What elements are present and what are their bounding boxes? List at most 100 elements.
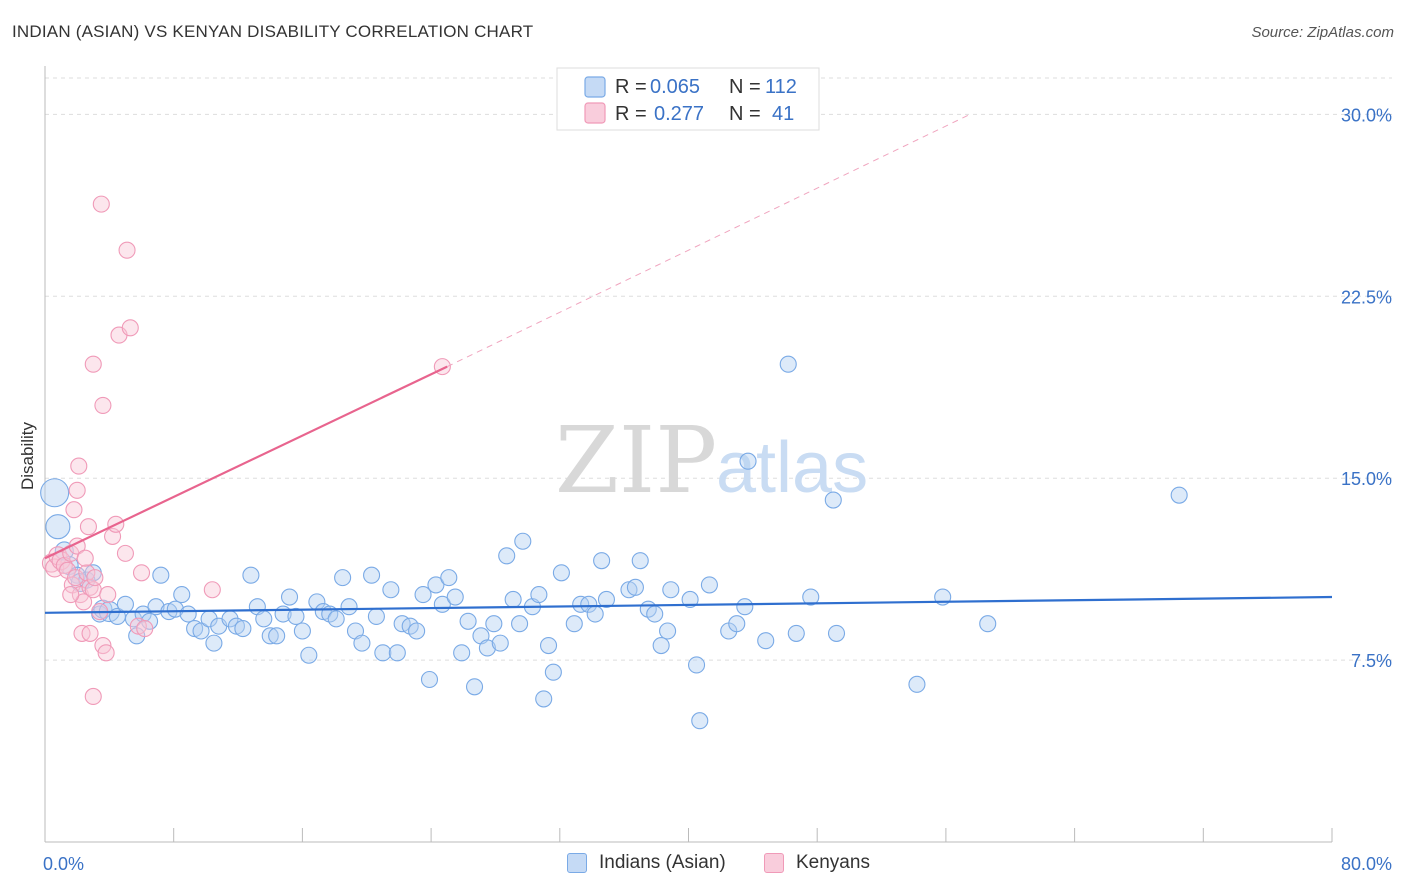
- trend-line-indians: [44, 595, 1333, 614]
- data-point: [646, 605, 664, 623]
- data-point: [827, 624, 846, 642]
- data-point: [687, 656, 706, 674]
- stats-n-value-1: 112: [765, 76, 797, 98]
- data-point: [192, 622, 210, 640]
- data-point: [478, 639, 496, 657]
- data-point: [374, 644, 392, 662]
- data-point: [68, 481, 86, 499]
- data-point: [979, 615, 997, 633]
- data-point: [118, 241, 136, 259]
- stats-r-label-2: R =: [615, 103, 647, 125]
- data-point: [203, 581, 221, 599]
- data-point: [65, 501, 83, 519]
- data-point: [787, 624, 805, 642]
- data-point: [99, 586, 117, 604]
- data-point: [485, 615, 503, 633]
- y-tick-label: 30.0%: [1341, 105, 1392, 125]
- legend-swatch-pink: [764, 853, 784, 873]
- series-kenyans: [41, 195, 451, 706]
- data-point: [552, 564, 570, 582]
- data-point: [662, 581, 680, 599]
- data-point: [70, 457, 88, 475]
- data-point: [92, 195, 110, 213]
- data-point: [530, 586, 548, 604]
- stats-r-value-1: 0.065: [650, 76, 700, 98]
- data-point: [166, 600, 184, 618]
- legend-swatch-blue: [567, 853, 587, 873]
- data-point: [539, 636, 558, 655]
- data-point: [76, 549, 94, 567]
- x-tick-label-max: 80.0%: [1341, 854, 1392, 874]
- series-indians-asian: [40, 355, 1188, 730]
- data-point: [700, 576, 718, 594]
- y-tick-label: 22.5%: [1341, 287, 1392, 307]
- data-point: [446, 588, 464, 606]
- data-point: [334, 569, 352, 587]
- axes: [44, 66, 1333, 843]
- data-point: [414, 586, 432, 604]
- data-point: [420, 670, 439, 689]
- data-point: [79, 518, 97, 536]
- data-point: [824, 491, 842, 509]
- data-point: [40, 478, 70, 508]
- y-tick-label: 7.5%: [1351, 651, 1392, 671]
- data-point: [97, 644, 115, 662]
- watermark-atlas: atlas: [716, 428, 868, 508]
- data-point: [255, 610, 273, 628]
- data-point: [626, 578, 644, 596]
- data-point: [728, 615, 746, 633]
- data-point: [652, 636, 670, 655]
- data-point: [121, 319, 139, 337]
- data-point: [739, 452, 757, 470]
- legend-label-indians: Indians (Asian): [599, 852, 726, 873]
- legend-item-indians: Indians (Asian): [567, 852, 726, 874]
- data-point: [427, 576, 445, 594]
- watermark: ZIP atlas: [555, 407, 868, 514]
- data-point: [659, 622, 677, 640]
- data-point: [593, 552, 611, 570]
- trend-line-kenyans-extension: [446, 113, 971, 368]
- data-point: [631, 552, 649, 570]
- data-point: [300, 646, 318, 664]
- data-point: [757, 632, 775, 650]
- data-point: [453, 644, 471, 662]
- data-point: [280, 588, 299, 606]
- data-point: [81, 624, 99, 642]
- watermark-zip: ZIP: [555, 407, 717, 514]
- legend-item-kenyans: Kenyans: [764, 852, 870, 874]
- data-point: [597, 590, 616, 609]
- stats-r-label-1: R =: [615, 76, 647, 98]
- stats-swatch-pink: [584, 102, 606, 124]
- data-point: [268, 627, 286, 645]
- data-point: [116, 544, 134, 562]
- data-point: [544, 663, 562, 681]
- data-point: [67, 569, 85, 587]
- bottom-legend: Indians (Asian) Kenyans: [0, 852, 1406, 878]
- data-point: [261, 627, 279, 645]
- stats-n-label-1: N =: [729, 76, 761, 98]
- data-point: [78, 564, 96, 582]
- data-point: [681, 590, 699, 609]
- data-point: [293, 622, 311, 640]
- data-point: [116, 595, 134, 613]
- legend-label-kenyans: Kenyans: [796, 852, 870, 873]
- data-point: [353, 634, 371, 652]
- data-point: [514, 532, 532, 550]
- data-point: [132, 564, 151, 582]
- data-point: [86, 569, 104, 587]
- stats-n-value-2: 41: [772, 103, 794, 125]
- x-tick-label-min: 0.0%: [43, 854, 84, 874]
- trend-lines: [44, 113, 1333, 614]
- data-point: [45, 558, 65, 578]
- data-point: [84, 355, 102, 373]
- data-point: [691, 712, 709, 730]
- data-point: [45, 514, 71, 540]
- data-point: [504, 590, 522, 609]
- data-point: [779, 355, 797, 373]
- data-point: [802, 588, 820, 606]
- y-axis-title: Disability: [18, 421, 37, 490]
- stats-r-value-2: 0.277: [654, 103, 704, 125]
- data-point: [586, 605, 604, 623]
- data-point: [363, 566, 381, 584]
